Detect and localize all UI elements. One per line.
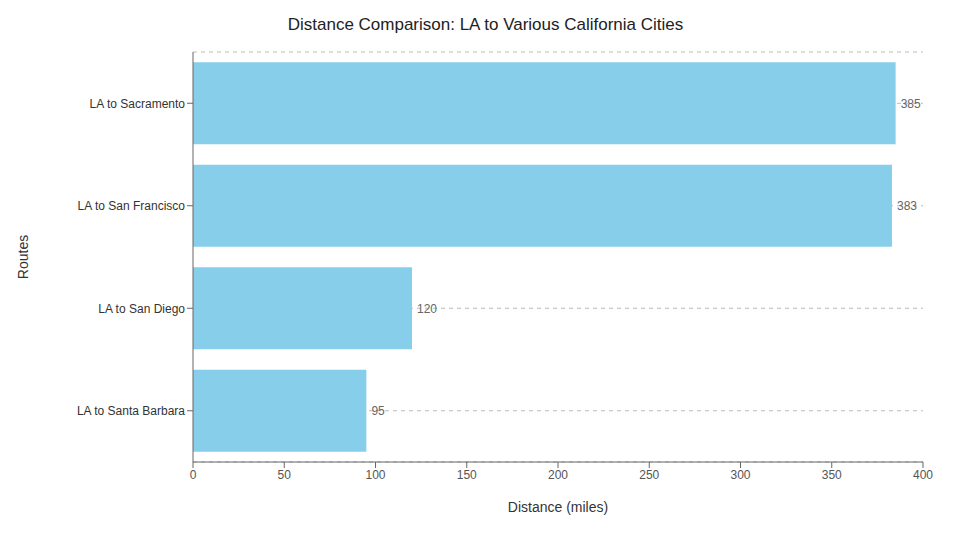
svg-text:LA to San Francisco: LA to San Francisco (78, 199, 186, 213)
svg-text:Distance (miles): Distance (miles) (508, 499, 608, 515)
svg-text:383: 383 (897, 199, 917, 213)
svg-text:250: 250 (639, 468, 659, 482)
svg-text:50: 50 (278, 468, 292, 482)
svg-text:0: 0 (190, 468, 197, 482)
svg-text:350: 350 (822, 468, 842, 482)
svg-text:LA to Sacramento: LA to Sacramento (90, 97, 186, 111)
svg-text:LA to Santa Barbara: LA to Santa Barbara (77, 404, 185, 418)
html-text:Distance Comparison: LA to Var: Distance Comparison: LA to Various Calif… (287, 15, 684, 34)
svg-text:300: 300 (730, 468, 750, 482)
svg-text:150: 150 (457, 468, 477, 482)
svg-text:400: 400 (913, 468, 933, 482)
svg-text:120: 120 (417, 302, 437, 316)
svg-text:100: 100 (365, 468, 385, 482)
svg-text:95: 95 (371, 404, 385, 418)
svg-text:200: 200 (548, 468, 568, 482)
svg-text:Routes: Routes (15, 235, 31, 279)
svg-text:385: 385 (901, 97, 921, 111)
svg-text:LA to San Diego: LA to San Diego (98, 302, 185, 316)
